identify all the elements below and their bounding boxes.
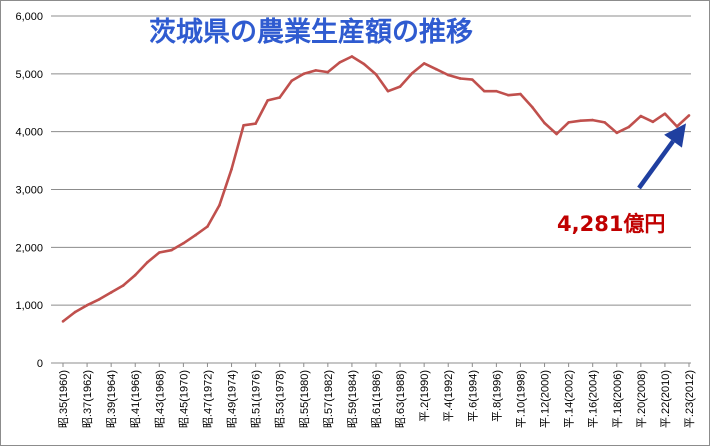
data-point	[230, 167, 233, 171]
data-point	[651, 120, 655, 124]
x-tick-label: 昭.63(1988)	[394, 370, 407, 428]
y-tick-label: 5,000	[15, 69, 43, 81]
data-point	[314, 69, 318, 72]
x-tick-label: 平.2(1990)	[419, 370, 431, 422]
x-tick-label: 昭.53(1978)	[274, 370, 287, 428]
data-point	[278, 96, 281, 99]
data-point	[145, 261, 149, 264]
chart-title: 茨城県の農業生産額の推移	[149, 16, 473, 48]
data-point	[567, 121, 570, 124]
data-point	[362, 62, 366, 66]
data-point	[519, 92, 522, 96]
x-tick-label: 昭.41(1966)	[129, 370, 142, 428]
x-tick-label: 昭.43(1968)	[153, 370, 166, 428]
data-point	[675, 125, 679, 128]
data-point	[326, 70, 330, 74]
x-tick-label: 昭.51(1976)	[250, 370, 263, 428]
data-point	[61, 320, 65, 323]
y-tick-label: 4,000	[15, 127, 43, 139]
data-point	[182, 241, 185, 245]
data-point	[507, 93, 510, 97]
x-tick-label: 平.20(2008)	[636, 370, 648, 428]
data-point	[350, 55, 354, 58]
data-point	[170, 248, 173, 252]
y-tick-label: 6,000	[15, 11, 43, 23]
data-point	[543, 121, 546, 125]
x-tick-label: 平.23(2012)	[684, 370, 696, 428]
annotation-label: 4,281億円	[557, 212, 665, 236]
data-point	[206, 225, 209, 228]
y-axis-tick-labels: 0 1,000 2,000 3,000 4,000 5,000 6,000	[15, 11, 43, 370]
data-point	[302, 72, 306, 76]
data-point	[531, 106, 534, 109]
data-point	[109, 291, 113, 294]
y-tick-label: 0	[37, 358, 43, 370]
x-tick-label: 平.8(1996)	[491, 370, 503, 422]
x-tick-label: 昭.61(1986)	[370, 370, 383, 428]
x-tick-label: 昭.55(1980)	[298, 370, 311, 428]
series-line	[62, 55, 690, 323]
data-point	[663, 112, 667, 116]
x-tick-label: 平.10(1998)	[515, 370, 527, 428]
x-tick-label: 昭.37(1962)	[81, 370, 94, 428]
data-point	[446, 73, 450, 77]
y-tick-label: 1,000	[15, 300, 43, 312]
x-tick-label: 平.14(2002)	[564, 370, 576, 428]
annotation-arrow	[637, 139, 675, 190]
x-tick-label: 平.6(1994)	[467, 370, 479, 422]
x-tick-label: 平.12(2000)	[540, 370, 552, 428]
data-point	[591, 118, 594, 122]
data-point	[338, 60, 342, 64]
data-point	[242, 124, 245, 127]
data-point	[97, 298, 101, 301]
data-point	[603, 121, 607, 124]
data-point	[579, 119, 582, 122]
data-point	[194, 233, 197, 237]
data-point	[121, 284, 125, 287]
data-point	[158, 251, 161, 254]
x-tick-label: 昭.57(1982)	[322, 370, 335, 428]
data-point	[386, 89, 390, 93]
data-point	[639, 114, 643, 118]
x-tick-label: 昭.35(1960)	[57, 370, 70, 428]
data-point	[410, 71, 414, 75]
data-point	[434, 67, 438, 71]
x-tick-label: 昭.47(1972)	[201, 370, 214, 428]
data-point	[218, 203, 221, 207]
data-point	[73, 310, 77, 314]
data-point	[495, 89, 498, 93]
data-point	[458, 77, 462, 80]
y-tick-label: 2,000	[15, 242, 43, 254]
data-point	[422, 62, 426, 65]
data-point	[687, 114, 691, 117]
x-tick-label: 平.16(2004)	[588, 370, 600, 428]
x-tick-label: 昭.39(1964)	[105, 370, 118, 428]
data-point	[290, 79, 294, 83]
x-tick-label: 平.18(2006)	[612, 370, 624, 428]
annotation-arrow-head	[664, 123, 686, 148]
data-point	[133, 273, 137, 277]
data-point	[627, 125, 631, 129]
x-tick-label: 昭.59(1984)	[346, 370, 359, 428]
x-tick-label: 昭.49(1974)	[226, 370, 239, 428]
data-point	[615, 131, 619, 135]
data-point	[398, 85, 402, 88]
data-point	[555, 132, 558, 136]
data-point	[85, 303, 89, 307]
data-point	[483, 89, 486, 93]
data-point	[254, 122, 257, 125]
x-tick-label: 昭.45(1970)	[177, 370, 190, 428]
y-tick-label: 3,000	[15, 185, 43, 197]
x-tick-label: 平.4(1992)	[443, 370, 455, 422]
data-point	[266, 99, 269, 102]
data-point	[471, 78, 474, 81]
data-point	[374, 73, 378, 76]
data-points	[61, 55, 691, 323]
gridlines	[51, 15, 691, 364]
x-tick-label: 平.22(2010)	[660, 370, 672, 428]
x-axis-tick-labels: 昭.35(1960) 昭.37(1962) 昭.39(1964) 昭.41(1966)…	[57, 363, 696, 428]
